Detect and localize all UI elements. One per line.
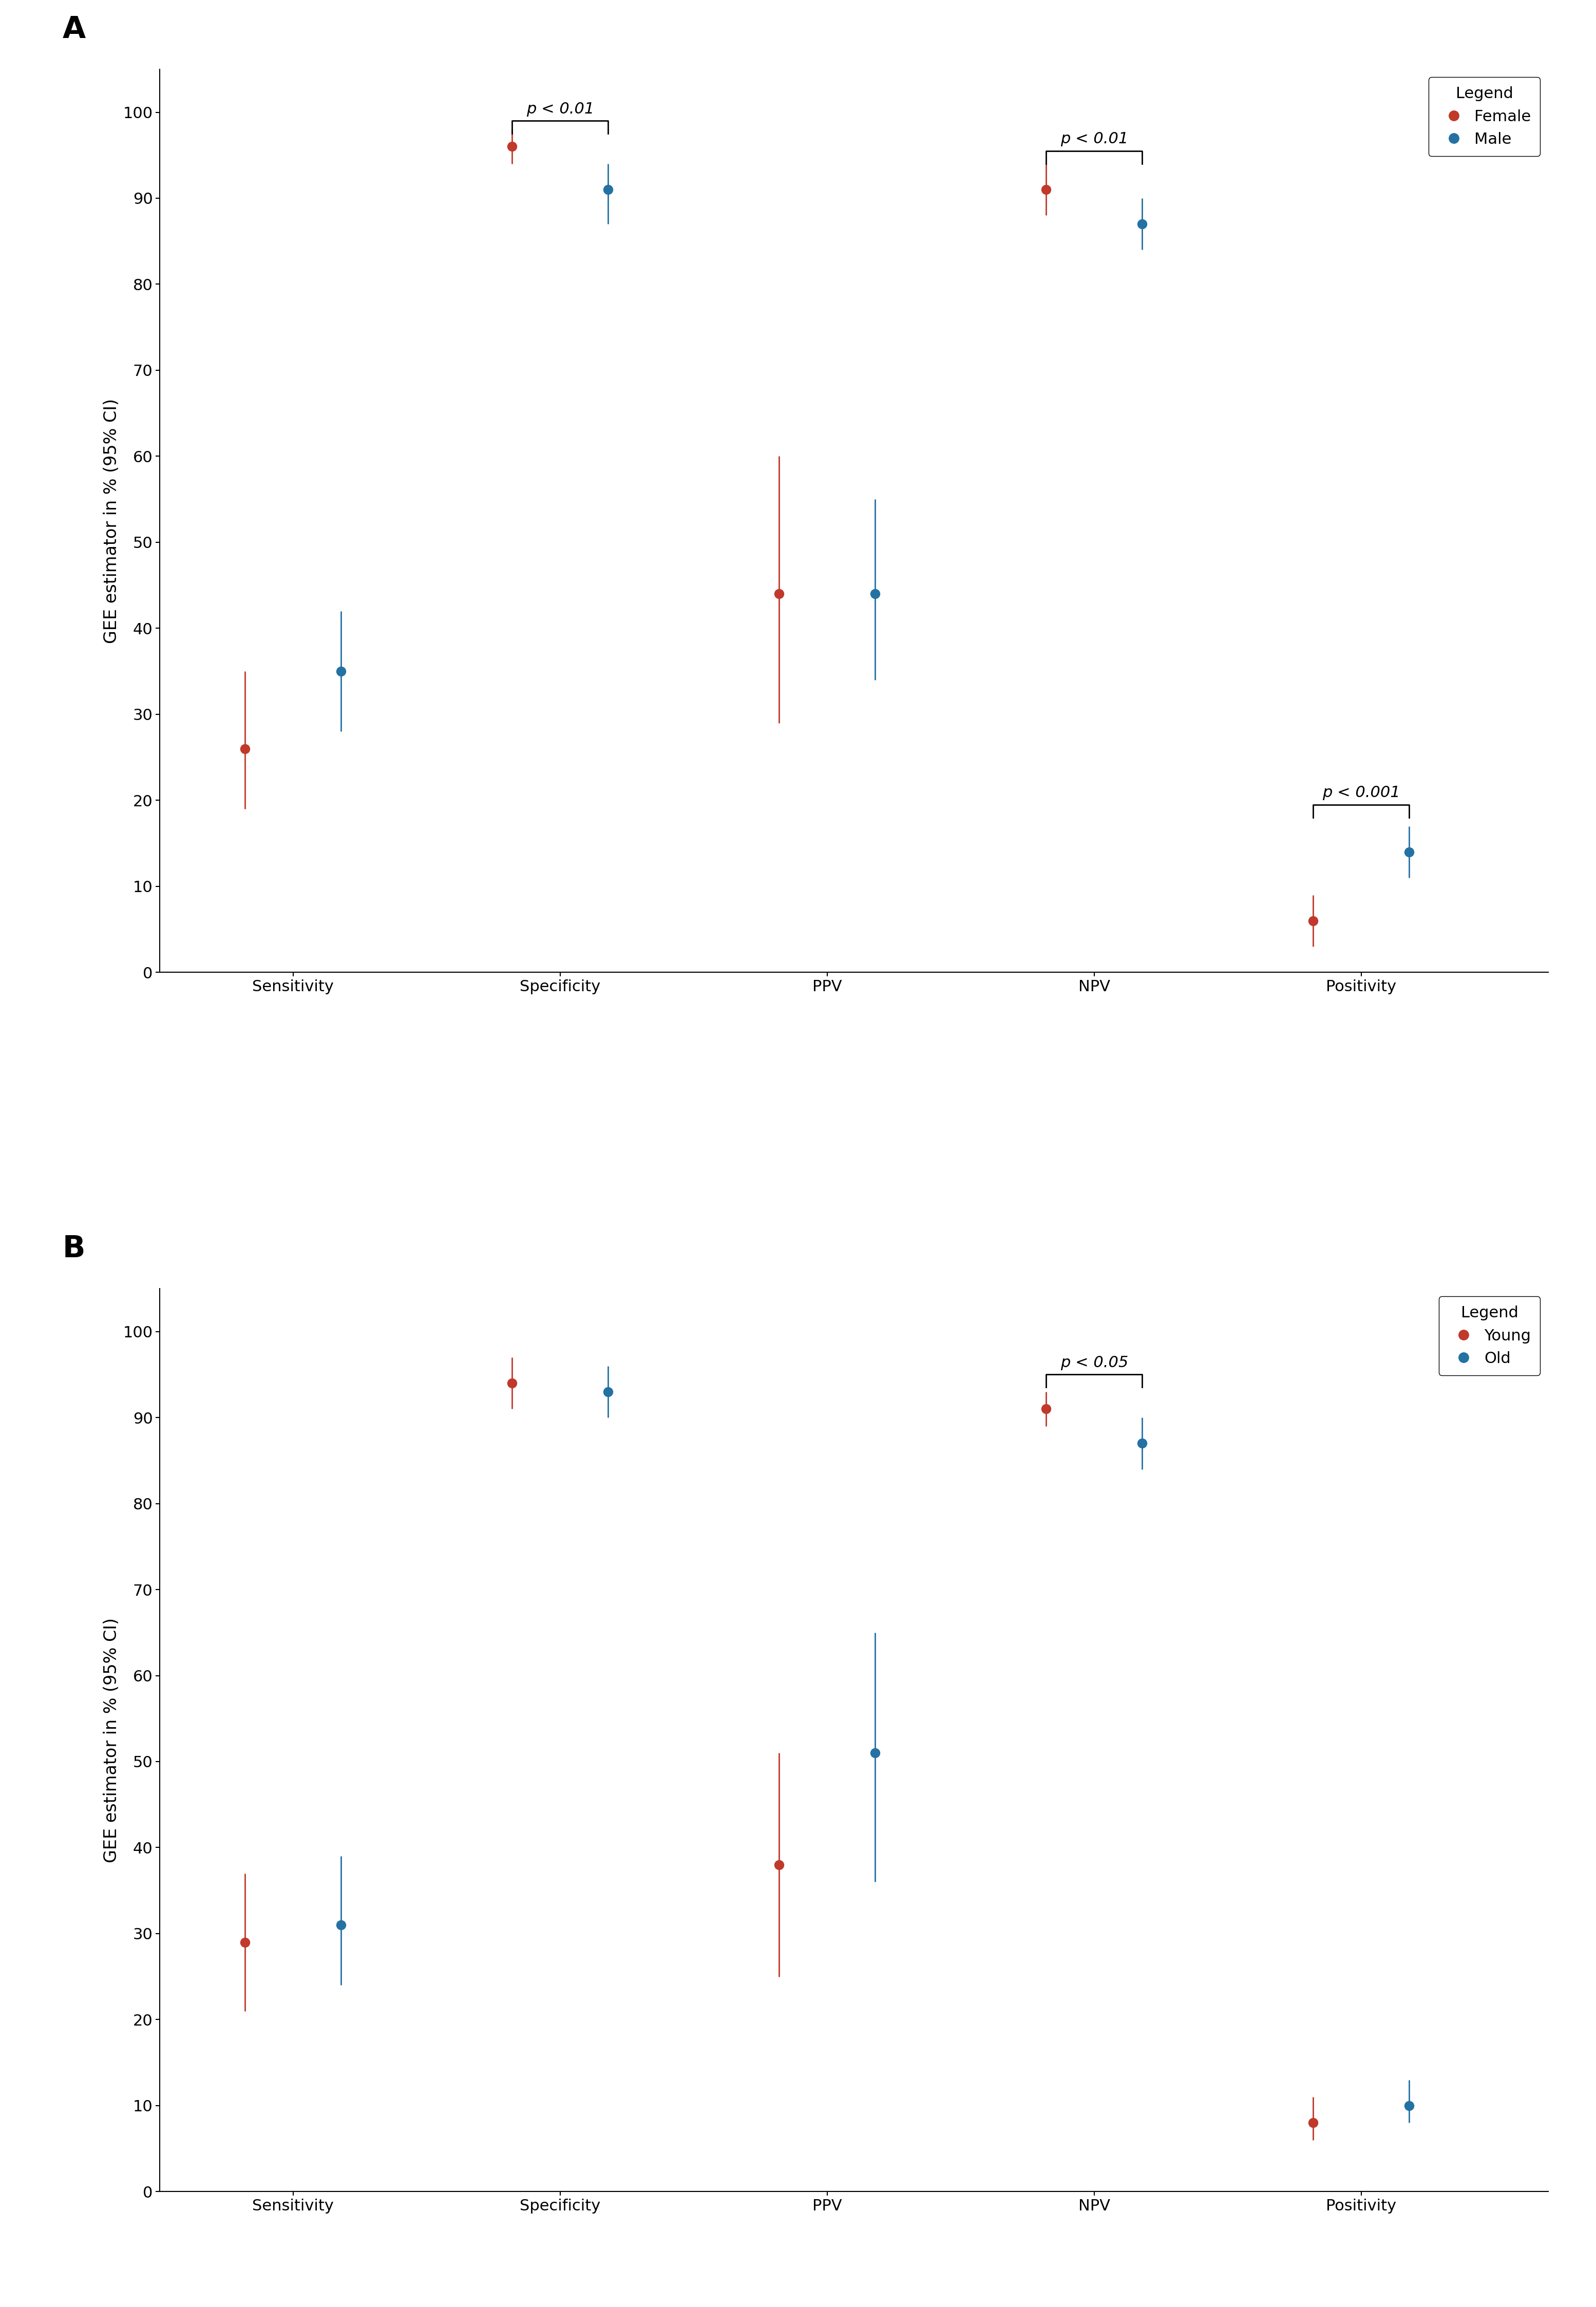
Text: p < 0.01: p < 0.01 <box>1060 131 1128 148</box>
Text: p < 0.05: p < 0.05 <box>1060 1354 1128 1370</box>
Text: A: A <box>62 16 86 44</box>
Text: p < 0.001: p < 0.001 <box>1321 784 1400 801</box>
Text: p < 0.01: p < 0.01 <box>527 102 594 118</box>
Text: B: B <box>62 1234 85 1264</box>
Legend: Young, Old: Young, Old <box>1438 1297 1540 1375</box>
Legend: Female, Male: Female, Male <box>1428 76 1540 157</box>
Y-axis label: GEE estimator in % (95% CI): GEE estimator in % (95% CI) <box>104 1617 120 1862</box>
Y-axis label: GEE estimator in % (95% CI): GEE estimator in % (95% CI) <box>104 399 120 644</box>
